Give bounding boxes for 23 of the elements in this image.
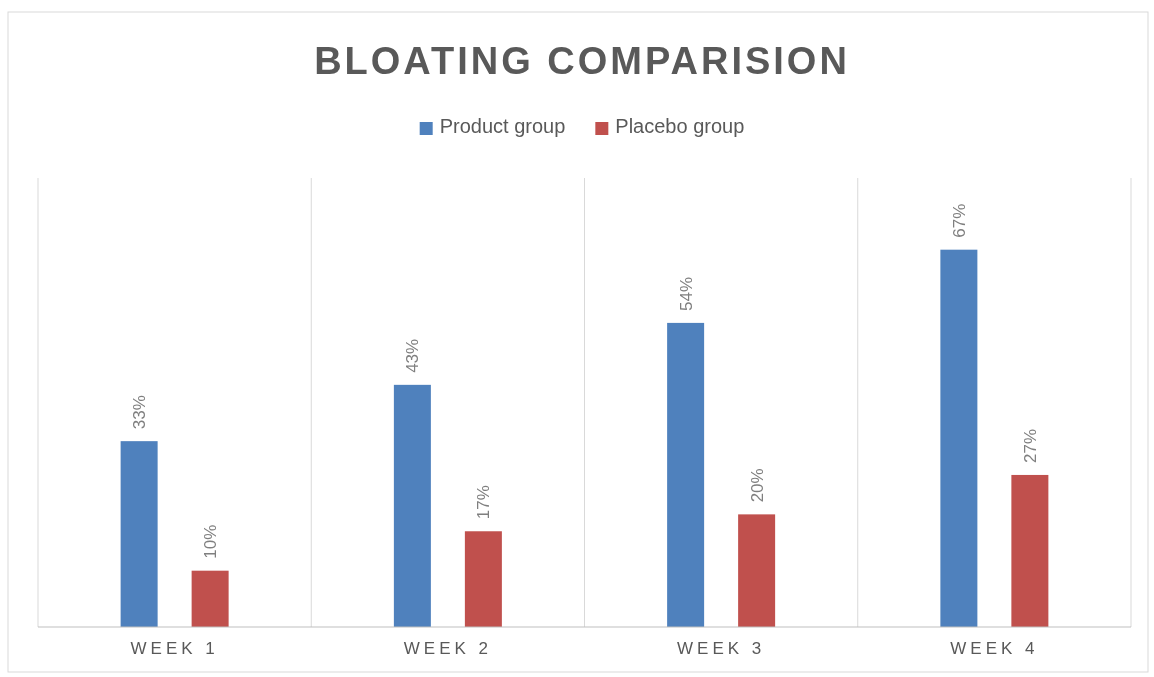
data-label: 54% xyxy=(676,276,696,311)
x-tick-label: WEEK 2 xyxy=(403,638,492,658)
data-label: 17% xyxy=(474,485,494,520)
data-label: 20% xyxy=(747,468,767,503)
bar xyxy=(464,531,502,627)
data-label: 43% xyxy=(403,338,423,373)
data-label: 33% xyxy=(130,395,150,430)
chart-title: BLOATING COMPARISION xyxy=(314,40,850,82)
legend-label: Product group xyxy=(439,115,566,137)
x-tick-label: WEEK 4 xyxy=(950,638,1039,658)
bar xyxy=(738,514,776,627)
data-label: 10% xyxy=(201,524,221,559)
legend-label: Placebo group xyxy=(615,115,745,137)
x-tick-label: WEEK 3 xyxy=(677,638,766,658)
data-label: 67% xyxy=(949,203,969,238)
bar xyxy=(940,249,978,627)
x-tick-label: WEEK 1 xyxy=(130,638,219,658)
data-label: 27% xyxy=(1020,428,1040,463)
bar xyxy=(667,322,705,627)
bar xyxy=(1011,474,1049,627)
bar xyxy=(120,441,158,627)
bar xyxy=(191,570,229,627)
bar xyxy=(393,384,431,627)
